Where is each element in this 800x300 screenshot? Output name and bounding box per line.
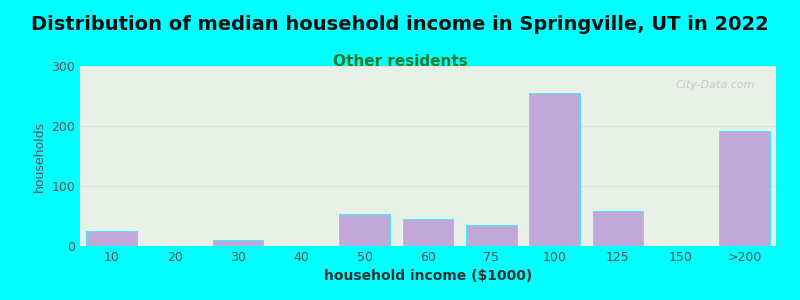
X-axis label: household income ($1000): household income ($1000): [324, 269, 532, 284]
Bar: [339, 214, 390, 246]
Bar: [593, 211, 643, 246]
Bar: [530, 93, 580, 246]
Y-axis label: households: households: [33, 120, 46, 192]
Text: City-Data.com: City-Data.com: [676, 80, 755, 90]
Text: Other residents: Other residents: [333, 54, 467, 69]
Bar: [86, 231, 137, 246]
Bar: [402, 219, 454, 246]
Bar: [466, 225, 517, 246]
Text: Distribution of median household income in Springville, UT in 2022: Distribution of median household income …: [31, 15, 769, 34]
Bar: [213, 240, 263, 246]
Bar: [719, 131, 770, 246]
